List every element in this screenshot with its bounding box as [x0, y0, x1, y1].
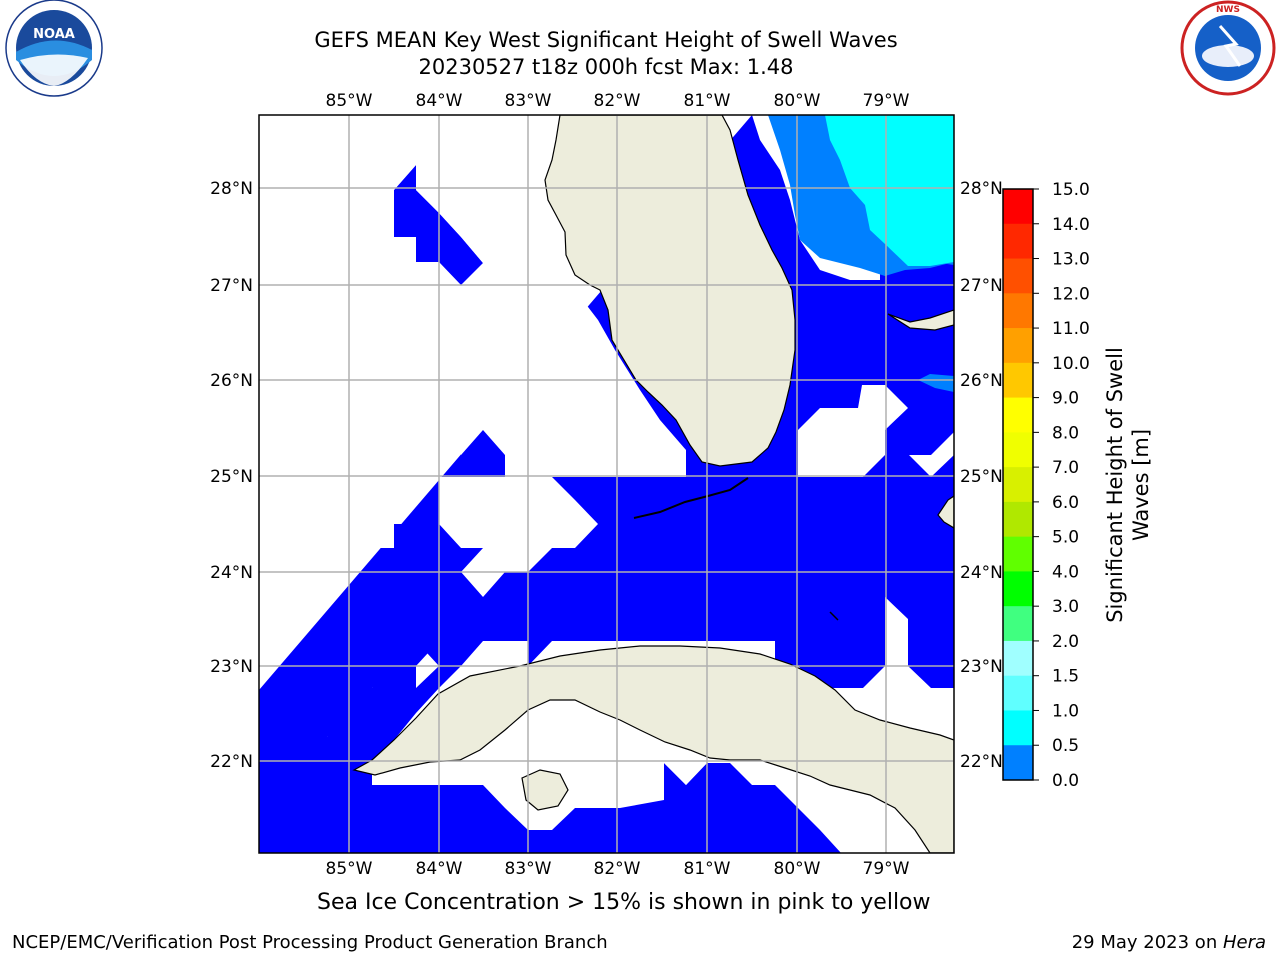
- colorbar-tick-labels: 15.0 14.0 13.0 12.0 11.0 10.0 9.0 8.0 7.0 6.0 5.0 4…: [1052, 180, 1090, 791]
- lon-label-bottom: 85°W: [326, 859, 373, 879]
- colorbar-swatch: [1003, 640, 1033, 677]
- nws-logo: NWS: [1180, 0, 1276, 96]
- colorbar-tick-label: 14.0: [1052, 215, 1090, 235]
- lon-label-bottom: 79°W: [863, 859, 910, 879]
- lon-label-bottom: 81°W: [684, 859, 731, 879]
- map-gridlines: [259, 115, 954, 853]
- colorbar-swatch: [1003, 675, 1033, 711]
- lat-label-left: 23°N: [210, 657, 253, 677]
- colorbar-tick-label: 2.0: [1052, 632, 1079, 652]
- colorbar-swatch: [1003, 606, 1033, 642]
- colorbar-tick-label: 10.0: [1052, 354, 1090, 374]
- colorbar-tick-label: 1.0: [1052, 701, 1079, 721]
- lat-label-right: 23°N: [960, 657, 1003, 677]
- map-frame: [258, 114, 955, 854]
- colorbar-tick-label: 9.0: [1052, 389, 1079, 409]
- lon-label-bottom: 80°W: [774, 859, 821, 879]
- colorbar-tick-label: 13.0: [1052, 250, 1090, 270]
- colorbar-swatch: [1003, 467, 1033, 503]
- colorbar-swatch: [1003, 397, 1033, 433]
- lon-label-top: 82°W: [594, 91, 641, 111]
- lon-label-top: 80°W: [774, 91, 821, 111]
- colorbar-tick-label: 6.0: [1052, 493, 1079, 513]
- lat-label-right: 28°N: [960, 179, 1003, 199]
- colorbar-swatch: [1003, 258, 1033, 294]
- colorbar-swatch: [1003, 223, 1033, 260]
- colorbar-tick-label: 0.5: [1052, 736, 1079, 756]
- lon-label-top: 79°W: [863, 91, 910, 111]
- florida-land: [544, 115, 796, 467]
- lat-label-right: 27°N: [960, 276, 1003, 296]
- bahamas-land: [887, 309, 954, 331]
- colorbar-tick-label: 7.0: [1052, 458, 1079, 478]
- colorbar-swatch: [1003, 432, 1033, 468]
- lon-label-bottom: 83°W: [505, 859, 552, 879]
- lat-label-left: 22°N: [210, 752, 253, 772]
- colorbar-swatch: [1003, 293, 1033, 329]
- lon-label-top: 84°W: [416, 91, 463, 111]
- lat-label-right: 24°N: [960, 563, 1003, 583]
- lat-label-left: 24°N: [210, 563, 253, 583]
- colorbar-swatch: [1003, 501, 1033, 538]
- noaa-logo-text: NOAA: [33, 27, 75, 42]
- colorbar-swatch: [1003, 745, 1033, 781]
- lat-label-left: 27°N: [210, 276, 253, 296]
- colorbar-swatch: [1003, 189, 1033, 225]
- swell-band-high: [825, 115, 954, 266]
- colorbar: [1002, 188, 1039, 781]
- colorbar-tick-label: 1.5: [1052, 667, 1079, 687]
- lon-label-top: 81°W: [684, 91, 731, 111]
- colorbar-swatch: [1003, 328, 1033, 364]
- cuba-land: [352, 645, 954, 853]
- footer-date: 29 May 2023 on Hera: [1072, 932, 1266, 953]
- caption: Sea Ice Concentration > 15% is shown in …: [317, 890, 931, 915]
- colorbar-tick-label: 3.0: [1052, 597, 1079, 617]
- colorbar-tick-label: 11.0: [1052, 319, 1090, 339]
- lat-label-right: 26°N: [960, 371, 1003, 391]
- chart-subtitle: 20230527 t18z 000h fcst Max: 1.48: [418, 55, 794, 79]
- colorbar-swatch: [1003, 710, 1033, 746]
- lat-label-left: 25°N: [210, 467, 253, 487]
- lat-label-left: 28°N: [210, 179, 253, 199]
- colorbar-swatch: [1003, 536, 1033, 572]
- svg-text:NWS: NWS: [1216, 5, 1240, 15]
- lon-label-top: 85°W: [326, 91, 373, 111]
- colorbar-tick-label: 15.0: [1052, 180, 1090, 200]
- lon-label-bottom: 84°W: [416, 859, 463, 879]
- footer-date-text: 29 May 2023 on: [1071, 932, 1223, 953]
- noaa-logo: NOAA: [5, 0, 103, 97]
- colorbar-frame: [1002, 188, 1034, 781]
- lat-label-left: 26°N: [210, 371, 253, 391]
- lon-label-top: 83°W: [505, 91, 552, 111]
- colorbar-label-units: Waves [m]: [1129, 429, 1153, 541]
- footer-credit: NCEP/EMC/Verification Post Processing Pr…: [12, 932, 608, 953]
- florida-keys: [633, 477, 749, 519]
- colorbar-swatch: [1003, 362, 1033, 399]
- colorbar-tick-label: 0.0: [1052, 771, 1079, 791]
- footer-host: Hera: [1222, 932, 1266, 953]
- lat-label-right: 22°N: [960, 752, 1003, 772]
- lat-label-right: 25°N: [960, 467, 1003, 487]
- lon-label-bottom: 82°W: [594, 859, 641, 879]
- colorbar-tick-label: 5.0: [1052, 528, 1079, 548]
- colorbar-label: Significant Height of Swell: [1103, 347, 1127, 623]
- colorbar-swatch: [1003, 571, 1033, 607]
- colorbar-tick-label: 12.0: [1052, 284, 1090, 304]
- colorbar-tick-label: 8.0: [1052, 423, 1079, 443]
- chart-title: GEFS MEAN Key West Significant Height of…: [314, 28, 898, 52]
- colorbar-tick-label: 4.0: [1052, 562, 1079, 582]
